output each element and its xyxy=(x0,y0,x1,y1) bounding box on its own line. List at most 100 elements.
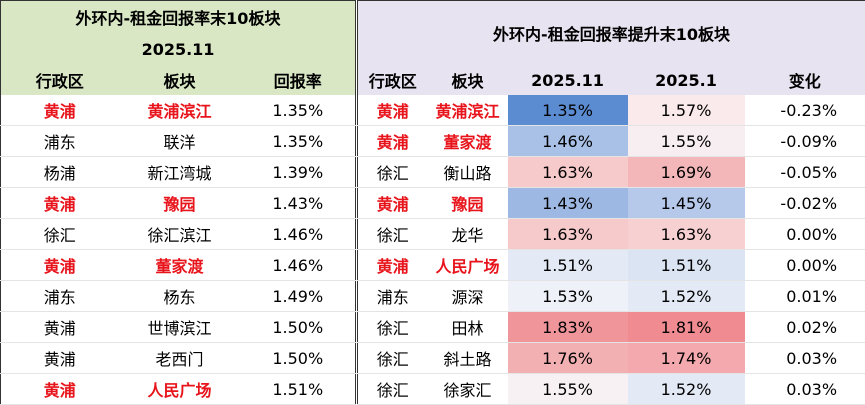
row: 徐汇 斜土路 1.76% 1.74% 0.03% xyxy=(357,342,865,374)
cell: 0.00% xyxy=(744,218,865,250)
cell: 1.49% xyxy=(240,280,356,312)
cell: 0.03% xyxy=(744,373,865,405)
cell: 源深 xyxy=(427,280,508,312)
right-title: 外环内-租金回报率提升末10板块 xyxy=(357,0,865,65)
cell: 浦东 xyxy=(0,280,119,312)
cell: 1.35% xyxy=(507,95,628,126)
cell: 徐家汇 xyxy=(427,373,508,405)
cell: 0.00% xyxy=(744,249,865,281)
row: 浦东 联洋 1.35% xyxy=(0,125,356,157)
cell: 1.55% xyxy=(507,373,628,405)
row: 黄浦 豫园 1.43% xyxy=(0,187,356,219)
cell: 老西门 xyxy=(118,342,241,374)
cell: 黄浦滨江 xyxy=(118,95,241,126)
row: 徐汇 田林 1.83% 1.81% 0.02% xyxy=(357,311,865,343)
cell: 1.69% xyxy=(627,156,745,188)
cell: 1.63% xyxy=(627,218,745,250)
cell: 黄浦 xyxy=(357,125,428,157)
row: 浦东 源深 1.53% 1.52% 0.01% xyxy=(357,280,865,312)
cell: 浦东 xyxy=(0,125,119,157)
cell: 1.83% xyxy=(507,311,628,343)
cell: 1.50% xyxy=(240,311,356,343)
row: 黄浦 人民广场 1.51% 1.51% 0.00% xyxy=(357,249,865,281)
cell: 徐汇滨江 xyxy=(118,218,241,250)
column-header: 变化 xyxy=(744,65,865,95)
cell: 衡山路 xyxy=(427,156,508,188)
cell: 1.43% xyxy=(507,187,628,219)
row: 黄浦 黄浦滨江 1.35% 1.57% -0.23% xyxy=(357,95,865,126)
row: 黄浦 老西门 1.50% xyxy=(0,342,356,374)
cell: 徐汇 xyxy=(357,342,428,374)
cell: 1.74% xyxy=(627,342,745,374)
cell: 1.63% xyxy=(507,218,628,250)
cell: 0.03% xyxy=(744,342,865,374)
cell: 豫园 xyxy=(427,187,508,219)
column-header: 回报率 xyxy=(240,65,356,95)
cell: 董家渡 xyxy=(427,125,508,157)
row: 徐汇 龙华 1.63% 1.63% 0.00% xyxy=(357,218,865,250)
cell: 杨浦 xyxy=(0,156,119,188)
cell: 黄浦 xyxy=(357,187,428,219)
row: 浦东 杨东 1.49% xyxy=(0,280,356,312)
row: 黄浦 董家渡 1.46% 1.55% -0.09% xyxy=(357,125,865,157)
row: 黄浦 黄浦滨江 1.35% xyxy=(0,95,356,126)
cell: 1.35% xyxy=(240,95,356,126)
cell: 人民广场 xyxy=(427,249,508,281)
cell: 1.39% xyxy=(240,156,356,188)
cell: 1.45% xyxy=(627,187,745,219)
cell: 黄浦 xyxy=(0,342,119,374)
cell: 1.63% xyxy=(507,156,628,188)
row: 杨浦 新江湾城 1.39% xyxy=(0,156,356,188)
column-header: 行政区 xyxy=(357,65,428,95)
row: 徐汇 徐家汇 1.55% 1.52% 0.03% xyxy=(357,373,865,405)
cell: 1.57% xyxy=(627,95,745,126)
cell: 徐汇 xyxy=(0,218,119,250)
column-header: 板块 xyxy=(118,65,241,95)
cell: 浦东 xyxy=(357,280,428,312)
cell: 1.53% xyxy=(507,280,628,312)
cell: 黄浦 xyxy=(0,95,119,126)
cell: 徐汇 xyxy=(357,311,428,343)
cell: 1.51% xyxy=(627,249,745,281)
cell: -0.05% xyxy=(744,156,865,188)
row: 徐汇 徐汇滨江 1.46% xyxy=(0,218,356,250)
cell: 1.81% xyxy=(627,311,745,343)
cell: 1.43% xyxy=(240,187,356,219)
left-title: 外环内-租金回报率末10板块 xyxy=(0,0,356,33)
cell: 人民广场 xyxy=(118,373,241,405)
cell: 黄浦 xyxy=(0,311,119,343)
cell: 黄浦 xyxy=(0,373,119,405)
cell: 1.52% xyxy=(627,280,745,312)
cell: 0.02% xyxy=(744,311,865,343)
cell: 0.01% xyxy=(744,280,865,312)
cell: 世博滨江 xyxy=(118,311,241,343)
cell: 豫园 xyxy=(118,187,241,219)
header-row: 行政区 板块 回报率 xyxy=(0,65,356,95)
cell: 黄浦 xyxy=(0,187,119,219)
cell: 黄浦 xyxy=(357,249,428,281)
header-row: 行政区 板块 2025.11 2025.1 变化 xyxy=(357,65,865,95)
column-header: 2025.11 xyxy=(507,65,628,95)
cell: -0.02% xyxy=(744,187,865,219)
cell: 斜土路 xyxy=(427,342,508,374)
cell: 徐汇 xyxy=(357,218,428,250)
cell: 杨东 xyxy=(118,280,241,312)
left-table: 外环内-租金回报率末10板块 2025.11 行政区 板块 回报率 黄浦 黄浦滨江 1.3… xyxy=(0,0,356,405)
cell: 田林 xyxy=(427,311,508,343)
cell: -0.23% xyxy=(744,95,865,126)
cell: 1.52% xyxy=(627,373,745,405)
right-table: 外环内-租金回报率提升末10板块 行政区 板块 2025.11 2025.1 变化 黄浦黄… xyxy=(357,0,865,405)
row: 黄浦 豫园 1.43% 1.45% -0.02% xyxy=(357,187,865,219)
cell: 1.55% xyxy=(627,125,745,157)
row: 黄浦 董家渡 1.46% xyxy=(0,249,356,281)
column-header: 板块 xyxy=(427,65,508,95)
cell: 1.51% xyxy=(240,373,356,405)
row: 黄浦 世博滨江 1.50% xyxy=(0,311,356,343)
cell: 董家渡 xyxy=(118,249,241,281)
cell: 1.35% xyxy=(240,125,356,157)
cell: 1.51% xyxy=(507,249,628,281)
row: 徐汇 衡山路 1.63% 1.69% -0.05% xyxy=(357,156,865,188)
cell: 1.46% xyxy=(240,249,356,281)
cell: 新江湾城 xyxy=(118,156,241,188)
